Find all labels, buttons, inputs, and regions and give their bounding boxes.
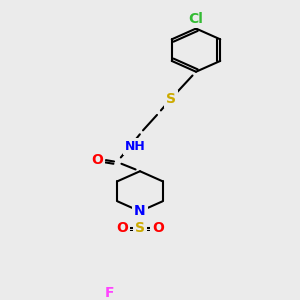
Text: S: S bbox=[166, 92, 176, 106]
Text: O: O bbox=[152, 221, 164, 235]
Text: N: N bbox=[134, 204, 146, 218]
Text: O: O bbox=[116, 221, 128, 235]
Text: Cl: Cl bbox=[189, 11, 203, 26]
Text: NH: NH bbox=[124, 140, 146, 153]
Text: F: F bbox=[105, 286, 115, 300]
Text: S: S bbox=[135, 221, 145, 235]
Text: O: O bbox=[91, 153, 103, 167]
